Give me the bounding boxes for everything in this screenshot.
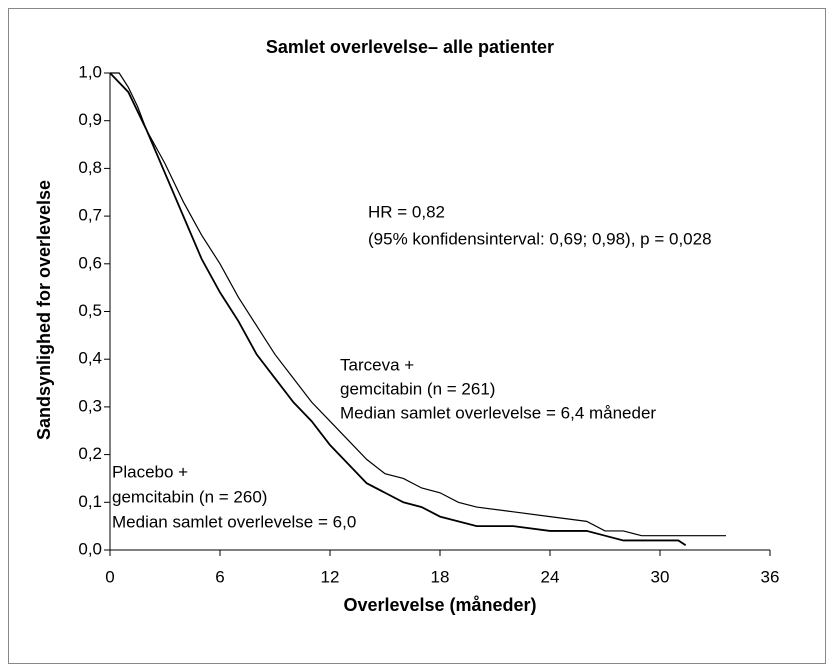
x-axis-label: Overlevelse (måneder) — [343, 595, 536, 615]
annotation: Median samlet overlevelse = 6,0 — [112, 512, 356, 531]
x-tick-label: 6 — [215, 567, 224, 586]
frame — [8, 8, 826, 664]
y-tick-label: 0,2 — [78, 444, 102, 463]
y-tick-label: 0,6 — [78, 253, 102, 272]
x-tick-label: 24 — [541, 567, 560, 586]
survival-curve — [110, 72, 726, 537]
annotation: gemcitabin (n = 260) — [112, 487, 267, 506]
annotation: Placebo + — [112, 462, 188, 481]
annotation: HR = 0,82 — [368, 202, 445, 221]
annotation: gemcitabin (n = 261) — [340, 379, 495, 398]
x-tick-label: 18 — [431, 567, 450, 586]
y-tick-label: 1,0 — [78, 62, 102, 81]
annotation: Tarceva + — [340, 355, 414, 374]
x-tick-label: 12 — [321, 567, 340, 586]
chart-title: Samlet overlevelse– alle patienter — [266, 37, 554, 57]
y-tick-label: 0,3 — [78, 396, 102, 415]
y-tick-label: 0,1 — [78, 492, 102, 511]
x-tick-label: 30 — [651, 567, 670, 586]
y-tick-label: 0,4 — [78, 349, 102, 368]
x-tick-label: 36 — [761, 567, 780, 586]
annotation: Median samlet overlevelse = 6,4 måneder — [340, 403, 656, 422]
y-tick-label: 0,7 — [78, 206, 102, 225]
y-tick-label: 0,0 — [78, 539, 102, 558]
x-tick-label: 0 — [105, 567, 114, 586]
annotation: (95% konfidensinterval: 0,69; 0,98), p =… — [368, 229, 712, 248]
y-tick-label: 0,9 — [78, 110, 102, 129]
y-tick-label: 0,5 — [78, 301, 102, 320]
survival-curve — [109, 72, 687, 546]
y-tick-label: 0,8 — [78, 158, 102, 177]
y-axis-label: Sandsynlighed for overlevelse — [34, 180, 54, 440]
